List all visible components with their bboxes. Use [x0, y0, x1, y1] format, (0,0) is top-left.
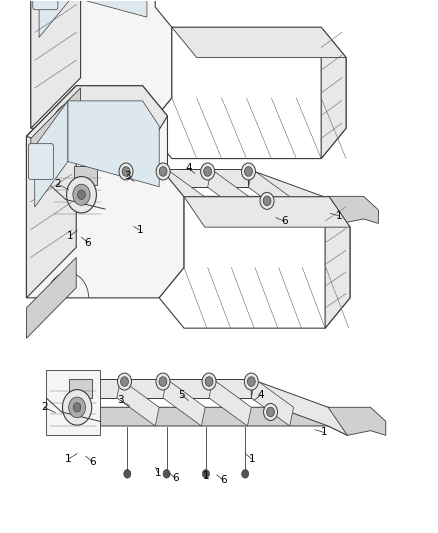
Circle shape [202, 470, 209, 478]
Polygon shape [35, 101, 68, 207]
Circle shape [241, 163, 255, 180]
Circle shape [69, 397, 85, 418]
Text: 1: 1 [203, 472, 209, 481]
Circle shape [156, 163, 170, 180]
Circle shape [156, 373, 170, 390]
Polygon shape [26, 86, 184, 298]
Circle shape [73, 403, 81, 412]
Polygon shape [69, 379, 92, 398]
Polygon shape [163, 379, 205, 426]
Circle shape [159, 167, 167, 176]
Text: 2: 2 [54, 179, 61, 189]
Polygon shape [72, 0, 147, 17]
Circle shape [120, 377, 128, 386]
FancyBboxPatch shape [28, 144, 53, 179]
Circle shape [242, 470, 249, 478]
Text: 1: 1 [321, 427, 327, 438]
Circle shape [244, 373, 258, 390]
Text: 4: 4 [257, 390, 264, 400]
Text: 5: 5 [179, 390, 185, 400]
Polygon shape [328, 407, 386, 435]
Polygon shape [172, 27, 346, 58]
Circle shape [201, 163, 215, 180]
Polygon shape [117, 379, 159, 426]
Circle shape [67, 176, 96, 213]
Polygon shape [26, 86, 76, 298]
Circle shape [119, 163, 133, 180]
Polygon shape [323, 196, 378, 223]
Circle shape [260, 192, 274, 209]
Text: 4: 4 [185, 163, 192, 173]
Polygon shape [208, 169, 248, 214]
Circle shape [159, 377, 167, 386]
Polygon shape [98, 407, 347, 435]
Polygon shape [184, 197, 350, 227]
Polygon shape [31, 0, 81, 128]
Text: 1: 1 [155, 468, 161, 478]
Polygon shape [46, 370, 100, 435]
Circle shape [117, 373, 131, 390]
Polygon shape [26, 257, 76, 338]
Circle shape [202, 373, 216, 390]
Text: 2: 2 [41, 402, 48, 413]
Text: 6: 6 [89, 457, 95, 466]
Circle shape [263, 196, 271, 206]
Polygon shape [325, 197, 350, 328]
Circle shape [204, 167, 212, 176]
Text: 1: 1 [336, 211, 343, 221]
Circle shape [122, 167, 130, 176]
Polygon shape [147, 27, 346, 159]
Text: 1: 1 [65, 454, 72, 464]
Polygon shape [31, 0, 172, 128]
Circle shape [78, 190, 85, 199]
Polygon shape [248, 169, 341, 223]
Polygon shape [321, 27, 346, 159]
Polygon shape [100, 196, 341, 223]
Polygon shape [248, 169, 289, 214]
Circle shape [73, 184, 90, 205]
Polygon shape [163, 169, 204, 214]
Polygon shape [209, 379, 251, 426]
Polygon shape [251, 379, 293, 426]
Text: 1: 1 [67, 231, 74, 241]
Text: 3: 3 [117, 395, 124, 406]
Polygon shape [63, 169, 248, 187]
Polygon shape [119, 169, 159, 214]
Text: 6: 6 [281, 216, 288, 227]
Circle shape [244, 167, 252, 176]
Circle shape [63, 390, 92, 425]
Text: 1: 1 [248, 454, 255, 464]
Polygon shape [39, 0, 72, 37]
Circle shape [267, 407, 275, 417]
Polygon shape [74, 166, 97, 185]
Polygon shape [59, 379, 251, 398]
Circle shape [247, 377, 255, 386]
Circle shape [205, 377, 213, 386]
Circle shape [124, 470, 131, 478]
Polygon shape [159, 197, 350, 328]
Circle shape [264, 403, 278, 421]
Polygon shape [68, 101, 159, 187]
Text: 3: 3 [124, 171, 131, 181]
Text: 6: 6 [220, 475, 227, 485]
FancyBboxPatch shape [33, 0, 58, 10]
Text: 6: 6 [172, 473, 179, 483]
Text: 6: 6 [85, 238, 92, 247]
Polygon shape [251, 379, 347, 435]
Polygon shape [26, 86, 167, 157]
Polygon shape [31, 88, 81, 168]
Circle shape [163, 470, 170, 478]
Text: 1: 1 [137, 225, 144, 236]
Polygon shape [50, 157, 105, 223]
